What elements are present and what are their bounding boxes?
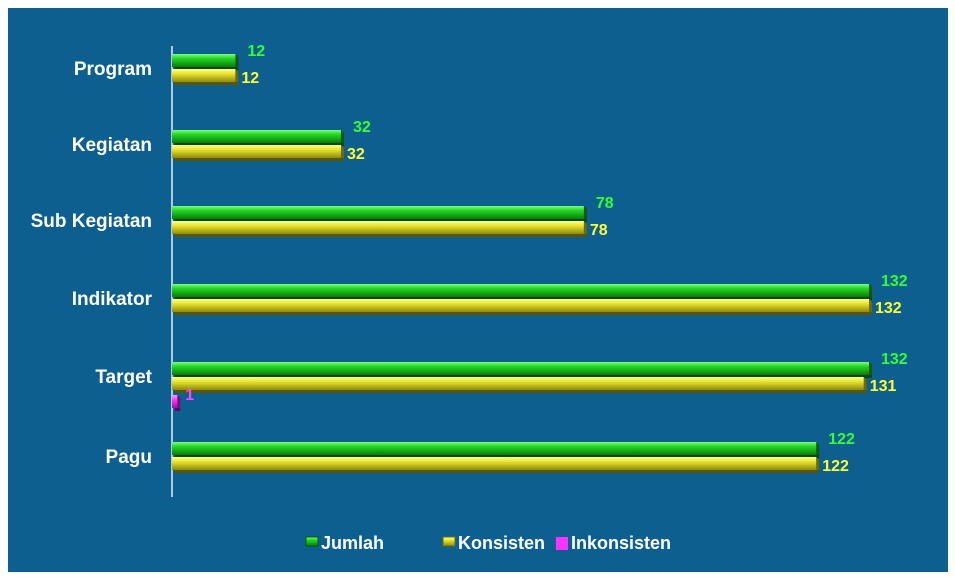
bars-group xyxy=(172,54,872,473)
category-label-program: Program xyxy=(74,59,152,80)
bar-konsisten-kegiatan xyxy=(172,145,344,161)
value-label-konsisten-pagu: 122 xyxy=(822,458,849,475)
legend-label-konsisten: Konsisten xyxy=(458,533,545,553)
value-label-jumlah-pagu: 122 xyxy=(828,431,855,448)
value-label-konsisten-sub-kegiatan: 78 xyxy=(590,222,608,239)
bar-side xyxy=(869,284,872,297)
value-label-jumlah-program: 12 xyxy=(247,43,265,60)
value-label-konsisten-indikator: 132 xyxy=(875,300,902,317)
bar-face xyxy=(172,145,341,158)
category-label-indikator: Indikator xyxy=(72,289,153,310)
category-label-kegiatan: Kegiatan xyxy=(72,135,152,156)
value-labels: 12 12 32 32 78 78 132 132 132 131 1 122 122 xyxy=(185,43,908,475)
bar-face xyxy=(172,442,817,455)
value-label-jumlah-indikator: 132 xyxy=(881,273,908,290)
bar-shadow xyxy=(175,408,181,411)
category-label-target: Target xyxy=(95,367,152,388)
bar-shadow xyxy=(175,470,820,473)
bar-shadow xyxy=(175,234,587,237)
bar-shadow xyxy=(175,312,872,315)
legend-item-jumlah: Jumlah xyxy=(305,533,384,553)
value-label-jumlah-kegiatan: 32 xyxy=(353,119,371,136)
bar-face xyxy=(172,54,236,67)
legend-item-konsisten: Konsisten xyxy=(442,533,545,553)
bar-shadow xyxy=(175,375,872,378)
bar-konsisten-target xyxy=(172,377,867,393)
bar-side xyxy=(340,130,344,143)
legend-swatch-konsisten xyxy=(442,536,456,547)
bar-face xyxy=(172,69,236,82)
bar-shadow xyxy=(175,158,344,161)
bar-konsisten-indikator xyxy=(172,299,872,315)
bar-face xyxy=(172,284,869,297)
bar-inkonsisten-target xyxy=(172,395,181,411)
legend-item-inkonsisten: Inkonsisten xyxy=(556,533,671,553)
chart-panel: Program Kegiatan Sub Kegiatan Indikator Targ… xyxy=(8,8,948,572)
value-label-jumlah-target: 132 xyxy=(881,351,908,368)
bar-chart: Program Kegiatan Sub Kegiatan Indikator Targ… xyxy=(31,43,908,553)
bar-shadow xyxy=(175,67,239,70)
legend-label-jumlah: Jumlah xyxy=(321,533,384,553)
bar-shadow xyxy=(175,390,867,393)
bar-face xyxy=(172,395,178,408)
bar-konsisten-program xyxy=(172,69,239,85)
value-label-inkonsisten-target: 1 xyxy=(185,387,194,404)
bar-face xyxy=(172,130,341,143)
bar-side xyxy=(869,362,872,375)
legend-swatch-jumlah xyxy=(305,536,319,547)
value-label-konsisten-kegiatan: 32 xyxy=(347,146,365,163)
category-labels: Program Kegiatan Sub Kegiatan Indikator Targ… xyxy=(31,59,153,468)
bar-shadow xyxy=(175,297,872,300)
category-label-sub-kegiatan: Sub Kegiatan xyxy=(31,211,152,232)
bar-jumlah-kegiatan xyxy=(172,130,344,146)
legend-label-inkonsisten: Inkonsisten xyxy=(571,533,671,553)
bar-jumlah-program xyxy=(172,54,239,70)
bar-jumlah-pagu xyxy=(172,442,820,458)
value-label-konsisten-program: 12 xyxy=(241,70,259,87)
bar-side xyxy=(235,54,239,67)
category-label-pagu: Pagu xyxy=(106,447,152,468)
value-label-jumlah-sub-kegiatan: 78 xyxy=(596,195,614,212)
bar-face xyxy=(172,377,864,390)
bar-face xyxy=(172,362,869,375)
bar-side xyxy=(869,299,872,312)
bar-side xyxy=(816,457,820,470)
bar-face xyxy=(172,221,584,234)
bar-konsisten-pagu xyxy=(172,457,820,473)
bar-side xyxy=(583,221,587,234)
bar-face xyxy=(172,299,869,312)
legend: Jumlah Konsisten Inkonsisten xyxy=(305,533,671,553)
bar-face xyxy=(172,457,817,470)
bar-side xyxy=(177,395,181,408)
legend-swatch-inkonsisten xyxy=(556,537,568,550)
bar-shadow xyxy=(175,82,239,85)
bar-shadow xyxy=(175,219,587,222)
bar-shadow xyxy=(175,455,820,458)
bar-side xyxy=(816,442,820,455)
bar-side xyxy=(340,145,344,158)
bar-shadow xyxy=(175,143,344,146)
bar-side xyxy=(583,206,587,219)
bar-face xyxy=(172,206,584,219)
bar-jumlah-indikator xyxy=(172,284,872,300)
bar-konsisten-sub-kegiatan xyxy=(172,221,587,237)
bar-jumlah-sub-kegiatan xyxy=(172,206,587,222)
value-label-konsisten-target: 131 xyxy=(870,378,897,395)
bar-side xyxy=(863,377,867,390)
bar-side xyxy=(235,69,239,82)
bar-jumlah-target xyxy=(172,362,872,378)
